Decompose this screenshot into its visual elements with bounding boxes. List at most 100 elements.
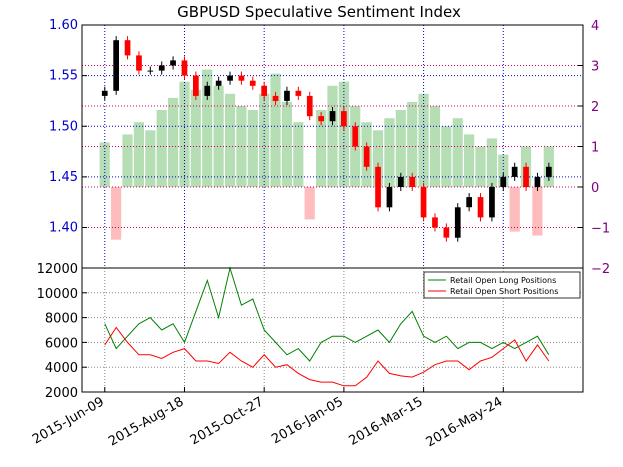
positions-tick-label: 12000 xyxy=(37,262,78,277)
price-candle-body xyxy=(113,40,119,91)
price-candle-body xyxy=(329,111,336,122)
ssi-bar xyxy=(293,122,304,187)
price-candle-body xyxy=(398,176,404,187)
price-candle-body xyxy=(466,197,472,208)
ssi-bar xyxy=(475,146,486,187)
price-candle-body xyxy=(158,65,165,71)
ssi-bar xyxy=(384,118,395,187)
price-candle-body xyxy=(272,95,279,101)
ssi-bar xyxy=(316,110,327,187)
ssi-bar xyxy=(224,93,236,187)
price-candle-body xyxy=(318,116,324,122)
positions-tick-label: 4000 xyxy=(45,361,78,376)
price-candle-body xyxy=(375,166,381,208)
ssi-bar xyxy=(327,85,338,188)
ssi-bar xyxy=(395,110,406,187)
price-candle-body xyxy=(511,166,518,177)
long-positions-line xyxy=(104,266,550,362)
price-candle-body xyxy=(101,90,108,96)
ssi-bar xyxy=(532,187,543,236)
ssi-bar xyxy=(111,187,122,240)
ssi-bar xyxy=(418,93,429,187)
ssi-bar xyxy=(168,97,179,187)
ssi-bar xyxy=(509,187,520,232)
ssi-bar xyxy=(122,134,133,187)
ssi-bar xyxy=(213,85,224,188)
legend: Retail Open Long Positions Retail Open Sh… xyxy=(423,271,581,299)
ssi-tick-label: 1 xyxy=(591,141,599,156)
positions-tick-label: 2000 xyxy=(45,386,78,401)
price-candle-body xyxy=(170,60,176,66)
price-candle-body xyxy=(227,75,233,81)
ssi-bar xyxy=(498,154,509,187)
price-candle-body xyxy=(204,85,211,96)
price-candle-body xyxy=(420,187,427,218)
price-candle-body xyxy=(409,176,416,187)
positions-tick-label: 10000 xyxy=(37,287,78,302)
ssi-bar xyxy=(190,89,201,187)
price-candle-body xyxy=(523,166,529,188)
price-candle-body xyxy=(489,187,495,218)
short-positions-line xyxy=(104,326,550,387)
price-candle-body xyxy=(124,40,131,56)
ssi-bar xyxy=(304,187,315,220)
sentiment-price-panel: 1.40 1.45 1.50 1.55 1.60 −2 −1 0 1 2 3 4 xyxy=(49,18,610,277)
ssi-tick-label: 2 xyxy=(591,100,599,115)
price-candle-body xyxy=(295,90,302,96)
price-candle-body xyxy=(477,197,484,218)
price-tick-label: 1.40 xyxy=(49,221,78,236)
price-candle-body xyxy=(432,217,438,228)
bottom-panel-frame xyxy=(81,267,584,393)
ssi-tick-label: −2 xyxy=(591,262,610,277)
price-candle-body xyxy=(261,85,267,96)
ssi-bar xyxy=(429,106,441,187)
ssi-bar xyxy=(202,69,213,187)
ssi-bar xyxy=(338,81,349,187)
price-candle-body xyxy=(284,90,290,101)
price-candle-body xyxy=(249,80,256,86)
ssi-tick-label: 0 xyxy=(591,181,599,196)
price-tick-label: 1.60 xyxy=(49,18,78,33)
price-candle-body xyxy=(238,75,245,81)
ssi-bar xyxy=(464,134,475,187)
price-tick-label: 1.55 xyxy=(49,69,78,84)
ssi-bar xyxy=(156,110,167,187)
ssi-bar xyxy=(133,122,144,187)
price-candle-body xyxy=(215,80,222,86)
price-candle-body xyxy=(454,207,461,238)
ssi-bar xyxy=(441,126,452,188)
price-candle-body xyxy=(500,176,507,187)
price-candle-body xyxy=(363,146,370,167)
ssi-bar xyxy=(281,102,292,187)
ssi-bar xyxy=(407,102,418,187)
positions-tick-label: 6000 xyxy=(45,336,78,351)
ssi-bar xyxy=(99,142,110,187)
ssi-bar xyxy=(259,93,270,187)
positions-tick-label: 8000 xyxy=(45,312,78,327)
legend-label: Retail Open Long Positions xyxy=(450,276,556,285)
ssi-bar xyxy=(247,110,258,187)
ssi-bar xyxy=(452,118,463,187)
price-candle-body xyxy=(181,60,188,76)
price-candle-body xyxy=(306,95,313,117)
ssi-tick-label: −1 xyxy=(591,222,610,237)
price-candle-body xyxy=(386,187,393,208)
ssi-bar xyxy=(486,138,497,187)
price-candle-body xyxy=(443,227,450,238)
chart-title: GBPUSD Speculative Sentiment Index xyxy=(177,3,461,21)
price-candle-body xyxy=(534,176,541,187)
ssi-tick-label: 3 xyxy=(591,60,599,75)
ssi-bar xyxy=(145,130,156,187)
price-tick-label: 1.50 xyxy=(49,119,78,134)
price-candle-body xyxy=(193,75,199,96)
ssi-tick-label: 4 xyxy=(591,19,599,34)
legend-label: Retail Open Short Positions xyxy=(450,287,558,296)
legend-box xyxy=(423,271,581,299)
price-candle-body xyxy=(546,166,552,177)
ssi-bar xyxy=(372,130,384,187)
price-tick-label: 1.45 xyxy=(49,170,78,185)
price-candle-body xyxy=(341,111,347,127)
price-candle-body xyxy=(352,126,359,147)
